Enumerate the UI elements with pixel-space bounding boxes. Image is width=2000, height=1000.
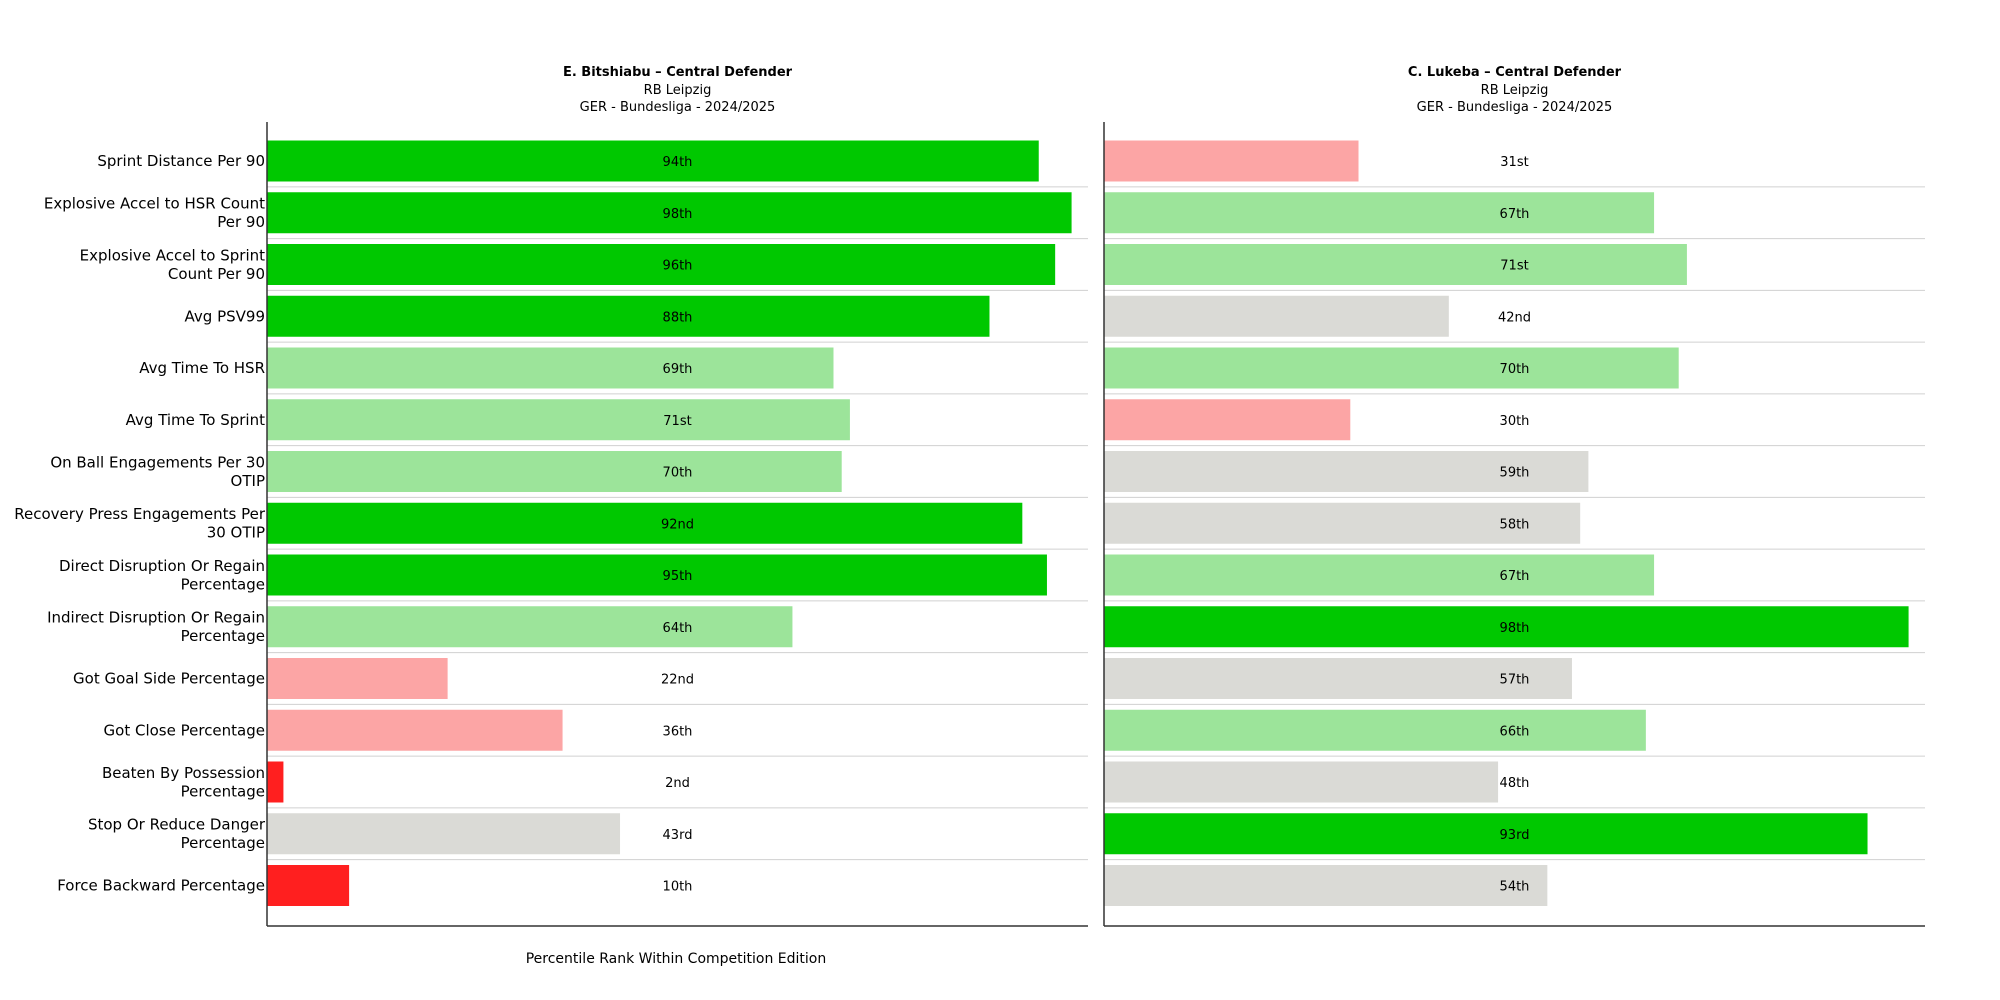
- row-gridlines: [267, 186, 1925, 861]
- category-label: Beaten By Possession: [102, 764, 265, 782]
- percentile-label: 10th: [663, 880, 693, 895]
- bar: [1104, 865, 1548, 906]
- category-label: Direct Disruption Or Regain: [59, 557, 265, 575]
- category-label: On Ball Engagements Per 30: [50, 453, 265, 471]
- percentile-label: 92nd: [661, 517, 694, 532]
- percentile-label: 43rd: [663, 828, 693, 843]
- bar: [267, 140, 1039, 182]
- percentile-label: 67th: [1500, 569, 1530, 584]
- category-label: 30 OTIP: [207, 524, 265, 542]
- bar: [1104, 606, 1909, 648]
- percentile-label: 69th: [663, 362, 693, 377]
- percentile-label: 71st: [1500, 259, 1528, 274]
- category-labels: Sprint Distance Per 90 Explosive Accel to…: [14, 152, 266, 895]
- category-label: Got Goal Side Percentage: [73, 670, 265, 688]
- bar: [267, 606, 793, 648]
- bar: [267, 451, 842, 492]
- bars: [267, 140, 1909, 906]
- category-label: Got Close Percentage: [104, 721, 265, 739]
- bar: [267, 813, 621, 855]
- bar: [1104, 192, 1655, 234]
- panel-title: E. Bitshiabu – Central Defender: [563, 65, 793, 80]
- bar: [267, 192, 1072, 234]
- bar: [267, 502, 1023, 544]
- percentile-label: 58th: [1500, 517, 1530, 532]
- bar: [267, 658, 448, 699]
- bar: [1104, 140, 1359, 182]
- bar: [267, 295, 990, 337]
- bar: [267, 244, 1056, 285]
- bar: [267, 399, 850, 441]
- bar: [267, 554, 1047, 596]
- category-label: Per 90: [217, 213, 265, 231]
- category-label: Percentage: [181, 575, 265, 593]
- percentile-label: 42nd: [1498, 310, 1531, 325]
- percentile-label: 88th: [663, 310, 693, 325]
- bar: [1104, 347, 1679, 389]
- bar: [1104, 761, 1499, 803]
- percentile-label: 22nd: [661, 673, 694, 688]
- percentile-label: 57th: [1500, 673, 1530, 688]
- category-label: Percentage: [181, 627, 265, 645]
- panel-subtitle: RB Leipzig: [644, 83, 712, 98]
- percentile-label: 59th: [1500, 466, 1530, 481]
- category-label: Recovery Press Engagements Per: [14, 505, 266, 523]
- percentile-label: 70th: [1500, 362, 1530, 377]
- bar: [267, 347, 834, 389]
- percentile-labels: 94th 98th 96th 88th 69th 71st 70th 92nd 95th 64th…: [661, 155, 1531, 895]
- percentile-label: 95th: [663, 569, 693, 584]
- bar: [1104, 399, 1351, 441]
- category-label: Explosive Accel to HSR Count: [44, 195, 265, 213]
- bar: [1104, 709, 1646, 751]
- category-label: OTIP: [231, 472, 265, 490]
- percentile-label: 70th: [663, 466, 693, 481]
- category-label: Count Per 90: [168, 265, 265, 283]
- bar: [1104, 451, 1589, 492]
- percentile-label: 71st: [663, 414, 691, 429]
- bar: [267, 761, 284, 803]
- percentile-label: 54th: [1500, 880, 1530, 895]
- category-label: Explosive Accel to Sprint: [80, 246, 265, 264]
- panel-title: C. Lukeba – Central Defender: [1408, 65, 1622, 80]
- percentile-label: 98th: [1500, 621, 1530, 636]
- percentile-label: 48th: [1500, 776, 1530, 791]
- bar: [1104, 813, 1868, 855]
- panel-subtitle: RB Leipzig: [1481, 83, 1549, 98]
- category-label: Stop Or Reduce Danger: [88, 816, 266, 834]
- panel-subtitle: GER - Bundesliga - 2024/2025: [580, 100, 776, 115]
- category-label: Indirect Disruption Or Regain: [47, 609, 265, 627]
- bar: [267, 709, 563, 751]
- x-axis-label: Percentile Rank Within Competition Editi…: [526, 951, 827, 967]
- axes: [266, 122, 1925, 927]
- category-label: Percentage: [181, 782, 265, 800]
- percentile-label: 30th: [1500, 414, 1530, 429]
- category-label: Avg Time To Sprint: [126, 411, 265, 429]
- percentile-label: 64th: [663, 621, 693, 636]
- panel-subtitle: GER - Bundesliga - 2024/2025: [1417, 100, 1613, 115]
- category-label: Avg Time To HSR: [139, 359, 265, 377]
- bar: [267, 865, 350, 906]
- percentile-label: 2nd: [665, 776, 690, 791]
- percentile-label: 66th: [1500, 724, 1530, 739]
- bar: [1104, 554, 1655, 596]
- category-label: Avg PSV99: [185, 307, 265, 325]
- bar: [1104, 502, 1581, 544]
- percentile-label: 67th: [1500, 207, 1530, 222]
- percentile-label: 94th: [663, 155, 693, 170]
- percentile-label: 31st: [1500, 155, 1528, 170]
- category-label: Percentage: [181, 834, 265, 852]
- bar: [1104, 244, 1687, 285]
- percentile-label: 98th: [663, 207, 693, 222]
- percentile-label: 36th: [663, 724, 693, 739]
- category-label: Sprint Distance Per 90: [97, 152, 265, 170]
- bar: [1104, 295, 1449, 337]
- bar: [1104, 658, 1572, 699]
- percentile-label: 93rd: [1500, 828, 1530, 843]
- category-label: Force Backward Percentage: [57, 877, 265, 895]
- panel-titles: E. Bitshiabu – Central Defender RB Leipzi…: [563, 65, 1622, 115]
- percentile-label: 96th: [663, 259, 693, 274]
